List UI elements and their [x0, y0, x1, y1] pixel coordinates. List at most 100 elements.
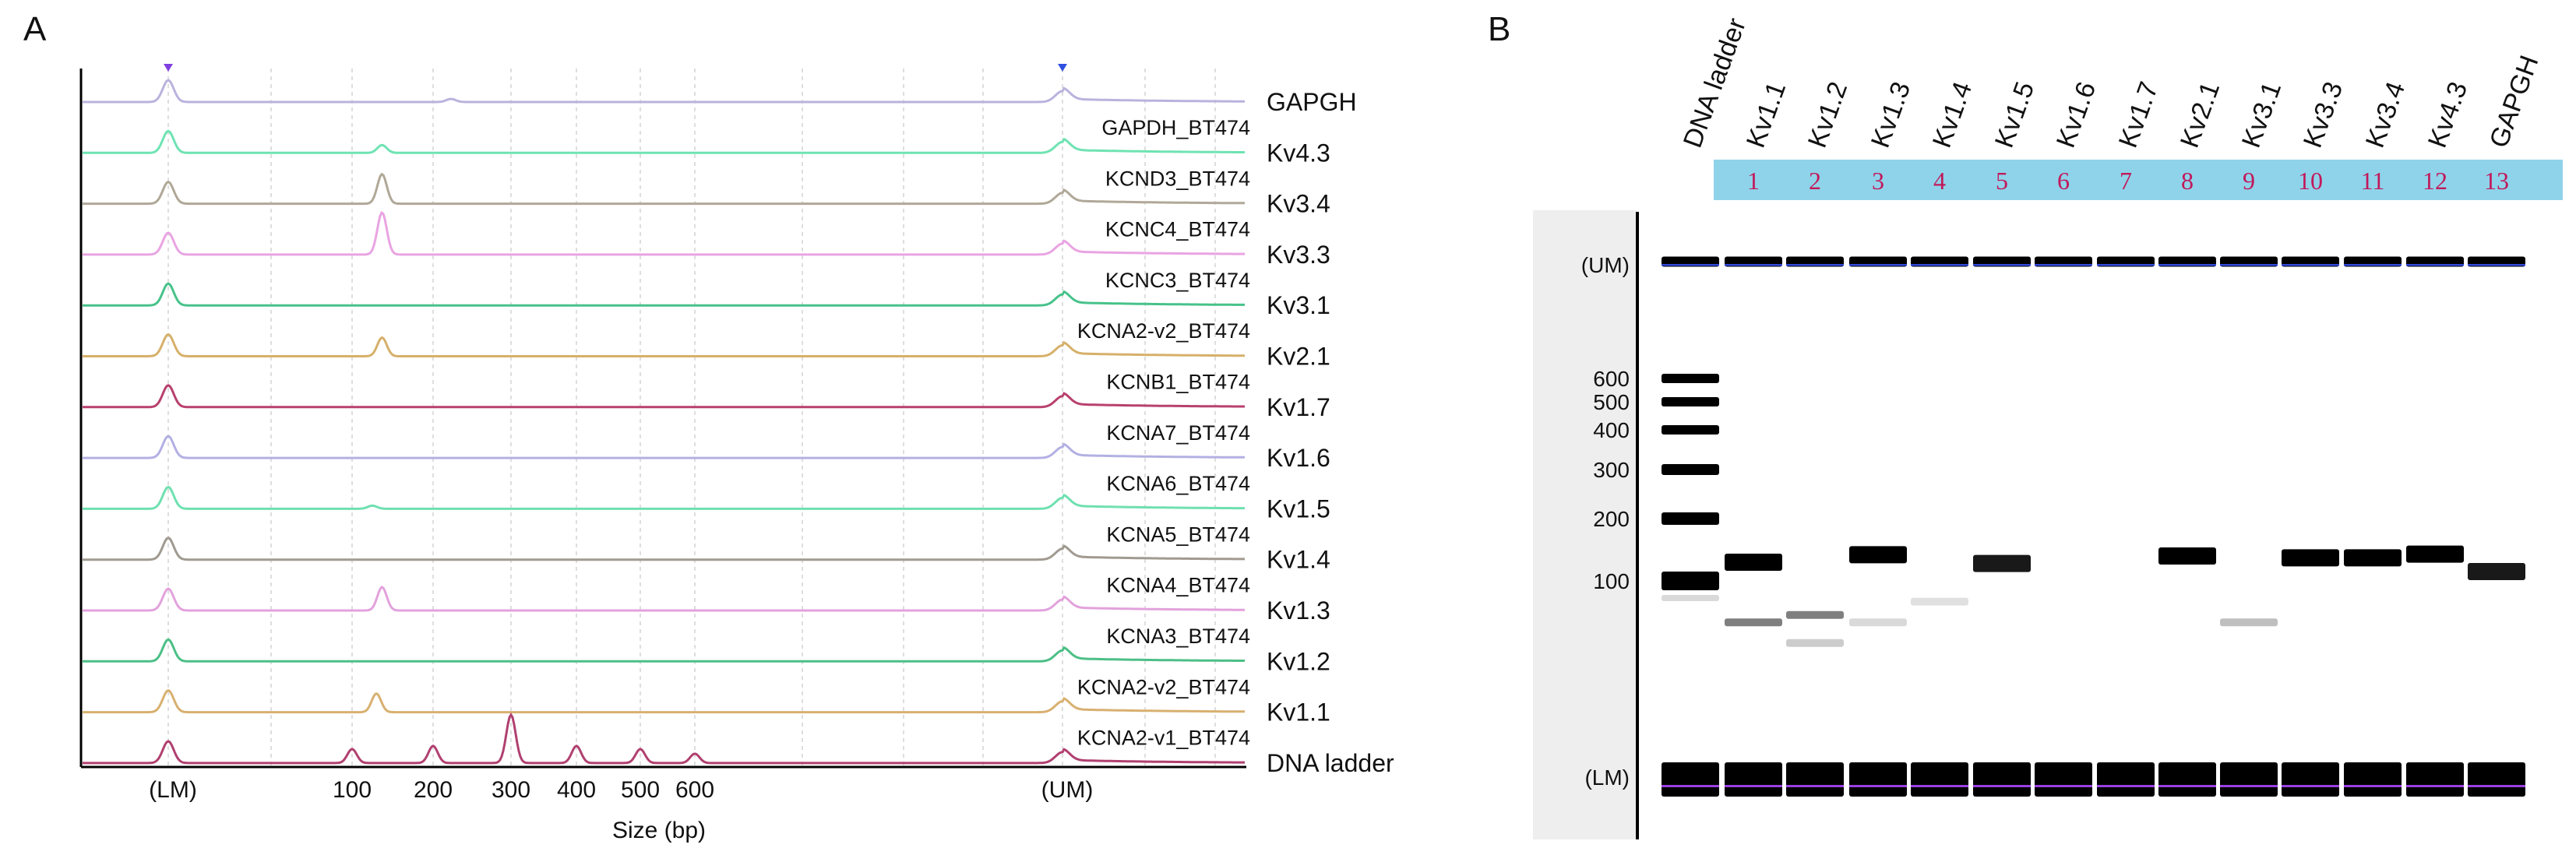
gel-size-label: 600: [1593, 367, 1630, 391]
lane-number: 8: [2181, 167, 2194, 195]
gel-band: [2406, 545, 2464, 563]
gel-band: [2344, 762, 2402, 797]
trace-5: [83, 282, 1245, 307]
x-tick-label: 400: [557, 777, 596, 803]
trace-sample-label: KCNA6_BT474: [1106, 472, 1250, 495]
gel-band: [1662, 512, 1719, 525]
upper-marker-line: [2406, 264, 2464, 266]
trace-name-label: Kv4.3: [1267, 139, 1330, 167]
trace-7: [83, 384, 1245, 409]
lane-number: 6: [2057, 167, 2070, 195]
panel-a: A GAPGH GAPDH_BT474 Kv4.3 KCND3_BT474 Kv3.4 K…: [23, 10, 1394, 843]
upper-marker-line: [2468, 264, 2525, 266]
trace-8: [83, 435, 1245, 459]
upper-marker-line: [1911, 264, 1968, 266]
trace-name-label: Kv1.5: [1267, 494, 1330, 522]
gel-band: [1849, 618, 1907, 627]
gel-size-label: 500: [1593, 390, 1630, 414]
trace-1: [83, 79, 1245, 104]
trace-name-label: Kv1.7: [1267, 393, 1330, 421]
lane-label: Kv1.3: [1866, 78, 1916, 152]
lane-number: 2: [1809, 167, 1821, 195]
panel-a-um-tick: (UM): [1041, 777, 1094, 803]
upper-marker-line: [1725, 264, 1782, 266]
lower-marker-line: [2468, 785, 2525, 787]
lane-number: 10: [2298, 167, 2323, 195]
trace-name-label: Kv1.1: [1267, 698, 1330, 727]
gel-band: [1786, 610, 1844, 619]
trace-10: [83, 536, 1245, 561]
gel-band: [2282, 549, 2339, 567]
lane-label: Kv3.4: [2360, 78, 2411, 152]
gel-band: [1662, 464, 1719, 475]
lower-marker-line: [2344, 785, 2402, 787]
trace-sample-label: KCNB1_BT474: [1106, 371, 1250, 394]
trace-12: [83, 638, 1245, 663]
panel-a-tick-labels: 100 200 300 400 500 600: [333, 777, 714, 803]
trace-sample-label: KCNA7_BT474: [1106, 421, 1250, 445]
gel-band: [1911, 597, 1968, 606]
lower-marker-line: [1849, 785, 1907, 787]
lower-marker-line: [2097, 785, 2155, 787]
panel-a-lm-tick: (LM): [149, 777, 197, 803]
lower-marker-line: [2220, 785, 2278, 787]
trace-sample-label: KCNC4_BT474: [1105, 218, 1250, 241]
gel-label-area: [1533, 210, 1636, 839]
gel-band: [1911, 762, 1968, 797]
trace-sample-label: KCNA3_BT474: [1106, 625, 1250, 648]
gel-band: [1849, 546, 1907, 564]
x-tick-label: 500: [621, 777, 660, 803]
gel-um-label: (UM): [1581, 253, 1630, 277]
trace-name-label: GAPGH: [1267, 88, 1357, 116]
trace-13: [83, 688, 1245, 714]
lane-label: Kv1.7: [2113, 78, 2164, 152]
lane-label: Kv1.5: [1989, 78, 2040, 152]
gel-band: [2468, 563, 2525, 580]
panel-a-label: A: [23, 10, 47, 48]
trace-name-label: Kv1.3: [1267, 596, 1330, 625]
upper-marker-line: [1973, 264, 2031, 266]
lane-label: DNA ladder: [1678, 14, 1752, 151]
lane-label: Kv1.4: [1927, 78, 1978, 152]
lane-label: Kv3.3: [2298, 78, 2349, 152]
trace-sample-label: KCNC3_BT474: [1105, 269, 1250, 292]
gel-band: [1725, 762, 1782, 797]
lower-marker-icon: [164, 64, 173, 72]
trace-11: [83, 586, 1245, 612]
lane-label: Kv1.2: [1802, 78, 1853, 152]
gel-band: [2220, 762, 2278, 797]
trace-name-label: Kv1.4: [1267, 546, 1330, 574]
lane-label: Kv2.1: [2175, 78, 2225, 152]
trace-name-label: Kv3.3: [1267, 241, 1330, 269]
trace-name-label: Kv3.4: [1267, 190, 1330, 218]
lane-number: 9: [2243, 167, 2255, 195]
lower-marker-line: [1911, 785, 1968, 787]
gel-band: [1786, 639, 1844, 647]
upper-marker-line: [2158, 264, 2216, 266]
gel-band: [2468, 762, 2525, 797]
panel-b-label: B: [1488, 10, 1510, 48]
gel-band: [2220, 618, 2278, 627]
gel-band: [1662, 595, 1719, 601]
lower-marker-line: [2282, 785, 2339, 787]
x-tick-label: 600: [675, 777, 714, 803]
gel-band: [2344, 549, 2402, 567]
lane-label: GAPGH: [2484, 51, 2545, 151]
lane-number: 4: [1933, 167, 1946, 195]
trace-sample-label: KCNA2-v2_BT474: [1077, 319, 1250, 343]
trace-sample-label: KCNA5_BT474: [1106, 522, 1250, 546]
trace-name-label: Kv3.1: [1267, 291, 1330, 319]
gel-band: [1725, 554, 1782, 571]
gel-size-label: 300: [1593, 458, 1630, 482]
gel-band: [1725, 618, 1782, 627]
gel-band: [2158, 762, 2216, 797]
upper-marker-line: [2035, 264, 2092, 266]
panel-a-xlabel: Size (bp): [612, 818, 706, 843]
trace-6: [83, 332, 1245, 357]
lane-label: Kv1.1: [1741, 78, 1792, 152]
gel-band: [1662, 425, 1719, 435]
lane-number: 13: [2484, 167, 2509, 195]
